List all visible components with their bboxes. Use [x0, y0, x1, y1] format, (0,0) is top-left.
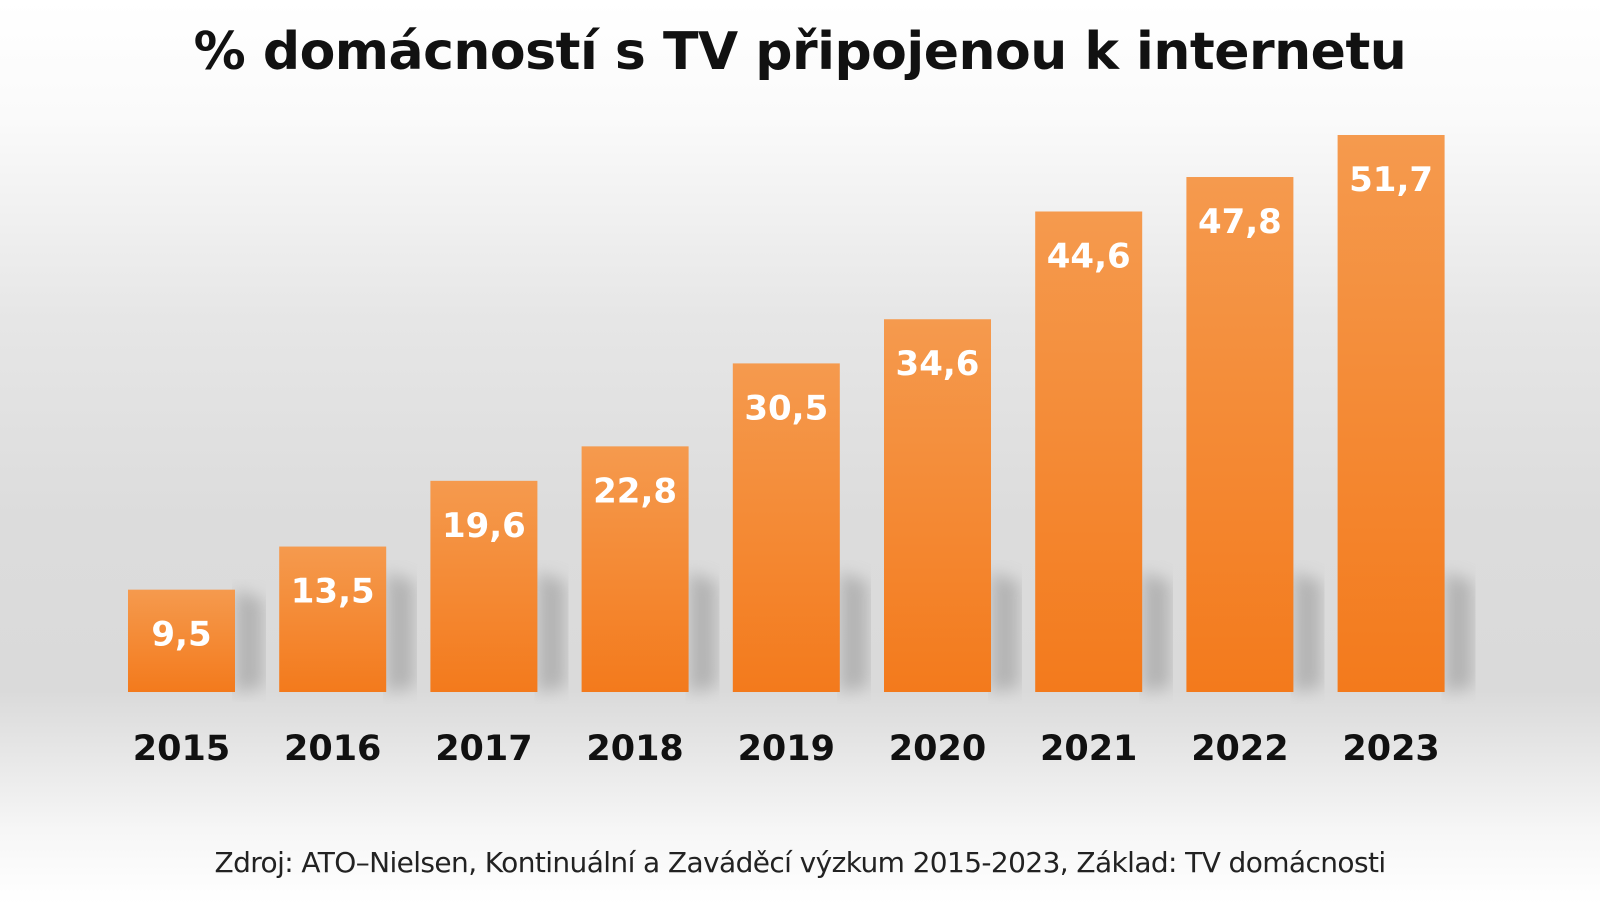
bar-shadow — [537, 572, 566, 692]
bar-shadow — [386, 572, 415, 692]
bar-2022 — [1186, 177, 1294, 693]
source-note: Zdroj: ATO–Nielsen, Kontinuální a Zavádě… — [214, 846, 1386, 879]
data-label: 34,6 — [896, 344, 980, 384]
bar-2018 — [581, 446, 689, 692]
x-tick-label: 2022 — [1191, 729, 1288, 769]
chart-title: % domácností s TV připojenou k internetu — [193, 22, 1407, 82]
x-tick-label: 2019 — [738, 729, 835, 769]
data-label: 19,6 — [442, 506, 526, 546]
data-label: 44,6 — [1047, 236, 1131, 276]
bar-2016 — [279, 546, 387, 692]
bar-shadow — [1293, 572, 1322, 692]
bar-2019 — [732, 363, 840, 692]
bar-2015 — [128, 589, 235, 692]
data-label: 13,5 — [291, 572, 375, 612]
data-label: 22,8 — [593, 471, 677, 511]
bar-shadow — [1444, 572, 1473, 692]
x-tick-label: 2015 — [133, 729, 230, 769]
x-tick-label: 2017 — [435, 729, 532, 769]
data-label: 51,7 — [1349, 160, 1433, 200]
data-label: 9,5 — [151, 615, 211, 655]
x-tick-label: 2018 — [586, 729, 683, 769]
bar-shadow — [991, 572, 1019, 692]
x-tick-label: 2016 — [284, 729, 381, 769]
x-tick-label: 2021 — [1040, 729, 1137, 769]
bar-2020 — [884, 319, 991, 692]
bar-shadow — [1142, 572, 1171, 692]
bar-2017 — [430, 480, 538, 692]
bar-shadow — [688, 572, 717, 692]
x-tick-label: 2020 — [889, 729, 986, 769]
bar-2021 — [1035, 211, 1143, 692]
bar-2023 — [1337, 135, 1445, 692]
x-tick-label: 2023 — [1342, 729, 1439, 769]
data-label: 47,8 — [1198, 202, 1282, 242]
bar-shadow — [839, 572, 868, 692]
data-label: 30,5 — [744, 388, 828, 428]
bar-shadow — [235, 589, 263, 692]
